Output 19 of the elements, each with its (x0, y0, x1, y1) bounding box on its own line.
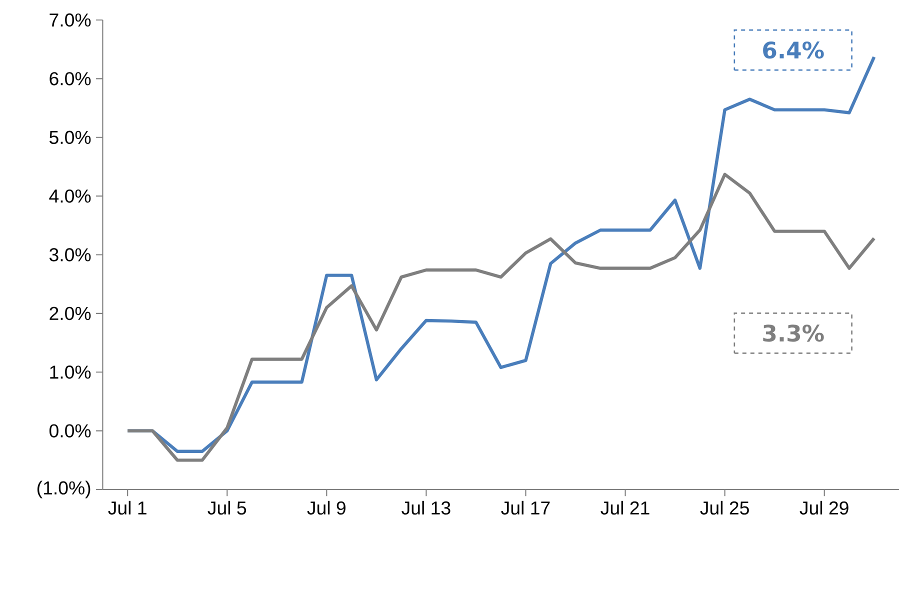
y-tick-label: 2.0% (50, 306, 91, 320)
x-tick-label: Jul 1 (108, 500, 146, 515)
x-tick-label: Jul 29 (800, 500, 848, 515)
x-tick-label: Jul 25 (700, 500, 749, 515)
y-tick-label: 1.0% (50, 365, 91, 379)
y-tick-label: 4.0% (49, 189, 91, 203)
y-tick-label: 3.0% (49, 248, 91, 262)
y-tick-label: (1.0%) (37, 480, 90, 498)
x-tick-label: Jul 13 (402, 500, 450, 515)
x-tick-label: Jul 21 (600, 500, 650, 515)
x-tick-label: Jul 5 (208, 500, 246, 515)
x-tick-label: Jul 9 (307, 500, 346, 515)
y-tick-label: 0.0% (49, 424, 91, 438)
y-tick-label: 5.0% (50, 130, 91, 144)
y-tick-label: 6.0% (50, 72, 91, 86)
x-tick-label: Jul 17 (501, 500, 550, 515)
annotation: 6.4% (763, 41, 824, 59)
annotation: 3.3% (763, 324, 824, 342)
y-tick-label: 7.0% (50, 13, 91, 27)
